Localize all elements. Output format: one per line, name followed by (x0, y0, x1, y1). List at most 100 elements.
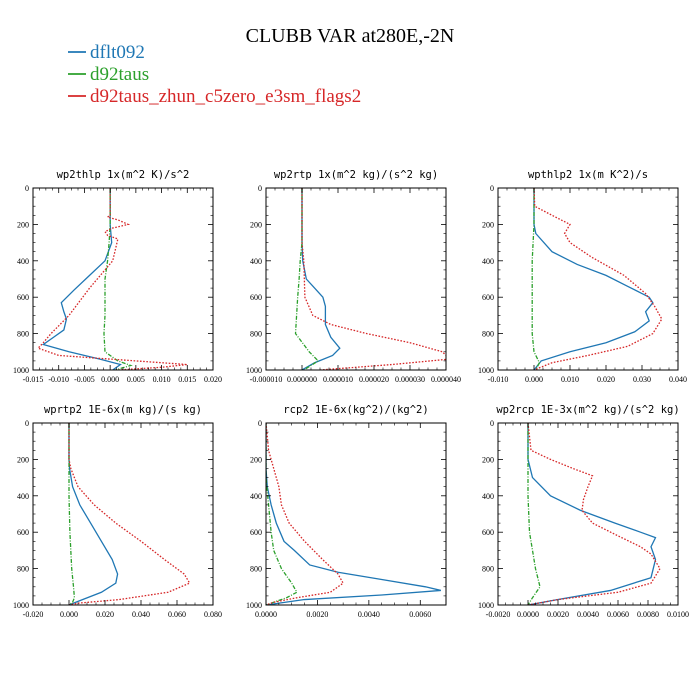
y-tick-label: 200 (250, 455, 262, 464)
series-line-d92taus (532, 188, 539, 370)
legend-label-d92taus: d92taus (90, 64, 149, 85)
series-line-dflt092 (43, 188, 120, 370)
x-tick-label: 0.020 (597, 375, 615, 384)
y-tick-label: 400 (250, 257, 262, 266)
panel-5: rcp2 1E-6x(kg^2)/(kg^2) 0.0000 0.0020 0.004… (246, 404, 446, 619)
y-tick-label: 400 (250, 492, 262, 501)
x-tick-label: -0.020 (23, 610, 44, 619)
panel-2: wp2rtp 1x(m^2 kg)/(s^2 kg) -0.000010 0.000… (246, 169, 461, 384)
x-tick-label: 0.0060 (409, 610, 431, 619)
y-tick-label: 400 (482, 257, 494, 266)
plot-frame (498, 188, 678, 370)
y-tick-label: 600 (250, 528, 262, 537)
y-tick-label: 800 (250, 330, 262, 339)
x-tick-label: -0.010 (48, 375, 69, 384)
x-tick-label: 0.0020 (547, 610, 569, 619)
panel-6: wp2rcp 1E-3x(m^2 kg)/(s^2 kg) -0.0020 0.00… (478, 404, 689, 619)
series-line-d92taus (266, 423, 297, 605)
series-line-dflt092 (528, 423, 656, 605)
y-tick-label: 400 (17, 492, 29, 501)
series-line-dflt092 (302, 188, 340, 370)
panel-title: wprtp2 1E-6x(m kg)/(s kg) (44, 404, 202, 416)
y-tick-label: 800 (17, 565, 29, 574)
plot-frame (266, 423, 446, 605)
series-line-d92taus_zhun_c5zero_e3sm_flags2 (266, 423, 343, 605)
x-tick-label: 0.030 (633, 375, 651, 384)
x-tick-label: 0.000010 (323, 375, 353, 384)
panel-title: wpthlp2 1x(m K^2)/s (528, 169, 648, 181)
plot-frame (33, 188, 213, 370)
y-tick-label: 0 (490, 419, 494, 428)
legend-label-dflt092: dflt092 (90, 42, 145, 63)
series-line-dflt092 (266, 423, 441, 605)
y-tick-label: 400 (482, 492, 494, 501)
y-tick-label: 0 (25, 184, 29, 193)
y-tick-label: 1000 (13, 601, 29, 610)
x-tick-label: 0.000030 (395, 375, 425, 384)
y-tick-label: 800 (482, 330, 494, 339)
x-tick-label: 0.000 (101, 375, 119, 384)
panel-4: wprtp2 1E-6x(m kg)/(s kg) -0.020 0.000 0.02… (13, 404, 222, 619)
x-tick-label: 0.0000 (255, 610, 277, 619)
x-tick-label: 0.0000 (517, 610, 539, 619)
legend-label-d92taus_zhun_c5zero_e3sm_flags2: d92taus_zhun_c5zero_e3sm_flags2 (90, 86, 361, 107)
x-tick-label: 0.0020 (306, 610, 328, 619)
x-tick-label: 0.010 (561, 375, 579, 384)
x-tick-label: -0.015 (23, 375, 44, 384)
x-tick-label: 0.000020 (359, 375, 389, 384)
x-tick-label: 0.040 (132, 610, 150, 619)
y-tick-label: 600 (17, 528, 29, 537)
y-tick-label: 200 (17, 220, 29, 229)
series-line-d92taus_zhun_c5zero_e3sm_flags2 (302, 188, 450, 370)
y-tick-label: 400 (17, 257, 29, 266)
x-tick-label: 0.020 (204, 375, 222, 384)
panel-title: rcp2 1E-6x(kg^2)/(kg^2) (283, 404, 428, 416)
x-tick-label: 0.0080 (637, 610, 659, 619)
series-line-d92taus_zhun_c5zero_e3sm_flags2 (69, 423, 190, 605)
plot-frame (33, 423, 213, 605)
y-tick-label: 0 (258, 184, 262, 193)
y-tick-label: 800 (17, 330, 29, 339)
series-line-d92taus_zhun_c5zero_e3sm_flags2 (528, 423, 660, 605)
figure: CLUBB VAR at280E,-2N dflt092d92tausd92ta… (0, 0, 700, 700)
panel-title: wp2thlp 1x(m^2 K)/s^2 (57, 169, 190, 181)
y-tick-label: 600 (482, 528, 494, 537)
x-tick-label: 0.005 (127, 375, 145, 384)
x-tick-label: 0.0040 (577, 610, 599, 619)
x-tick-label: -0.005 (74, 375, 95, 384)
y-tick-label: 600 (250, 293, 262, 302)
series-line-dflt092 (69, 423, 118, 605)
y-tick-label: 1000 (246, 601, 262, 610)
x-tick-label: 0.040 (669, 375, 687, 384)
y-tick-label: 0 (490, 184, 494, 193)
series-line-d92taus_zhun_c5zero_e3sm_flags2 (38, 188, 187, 370)
panel-3: wpthlp2 1x(m K^2)/s -0.010 0.000 0.010 0.020… (478, 169, 687, 384)
x-tick-label: 0.0040 (358, 610, 380, 619)
panel-1: wp2thlp 1x(m^2 K)/s^2 -0.015 -0.010 -0.005 0… (13, 169, 222, 384)
x-tick-label: 0.000000 (287, 375, 317, 384)
x-tick-label: 0.080 (204, 610, 222, 619)
series-line-d92taus (528, 423, 540, 605)
x-tick-label: 0.000 (525, 375, 543, 384)
y-tick-label: 1000 (478, 366, 494, 375)
plot-frame (266, 188, 446, 370)
x-tick-label: -0.010 (488, 375, 509, 384)
figure-title: CLUBB VAR at280E,-2N (246, 25, 455, 47)
x-tick-label: 0.0060 (607, 610, 629, 619)
panel-title: wp2rtp 1x(m^2 kg)/(s^2 kg) (274, 169, 438, 181)
y-tick-label: 1000 (478, 601, 494, 610)
x-tick-label: 0.015 (178, 375, 196, 384)
panel-title: wp2rcp 1E-3x(m^2 kg)/(s^2 kg) (496, 404, 679, 416)
x-tick-label: -0.000010 (250, 375, 283, 384)
y-tick-label: 0 (258, 419, 262, 428)
x-tick-label: -0.0020 (486, 610, 511, 619)
legend: dflt092d92tausd92taus_zhun_c5zero_e3sm_f… (68, 42, 361, 107)
y-tick-label: 200 (482, 455, 494, 464)
x-tick-label: 0.000040 (431, 375, 461, 384)
y-tick-label: 1000 (246, 366, 262, 375)
panels: wp2thlp 1x(m^2 K)/s^2 -0.015 -0.010 -0.005 0… (13, 169, 689, 619)
y-tick-label: 600 (482, 293, 494, 302)
y-tick-label: 200 (250, 220, 262, 229)
x-tick-label: 0.000 (60, 610, 78, 619)
series-line-d92taus (104, 188, 131, 370)
